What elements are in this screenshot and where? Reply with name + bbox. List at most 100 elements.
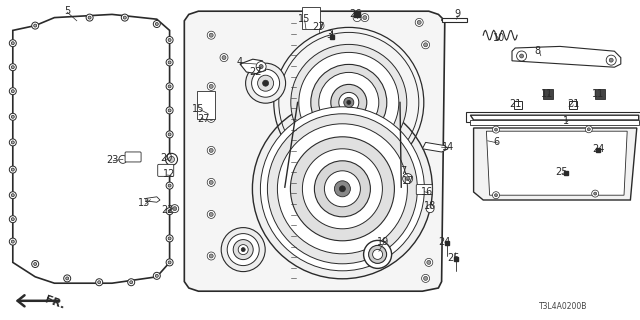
Circle shape (493, 126, 499, 133)
Circle shape (10, 113, 16, 120)
Polygon shape (184, 11, 445, 291)
Circle shape (495, 194, 497, 197)
Circle shape (168, 38, 171, 42)
Circle shape (168, 261, 171, 264)
FancyBboxPatch shape (515, 101, 522, 109)
Circle shape (166, 36, 173, 44)
Circle shape (209, 33, 213, 37)
Circle shape (209, 212, 213, 216)
Circle shape (209, 180, 213, 184)
Circle shape (10, 40, 16, 47)
Circle shape (64, 275, 70, 282)
Circle shape (130, 281, 132, 284)
Circle shape (166, 235, 173, 242)
Circle shape (331, 84, 367, 120)
Text: 15: 15 (298, 14, 310, 24)
Text: 15: 15 (192, 104, 205, 114)
Circle shape (520, 54, 524, 58)
Circle shape (168, 109, 171, 112)
Text: 20: 20 (160, 153, 173, 164)
Text: 19: 19 (376, 236, 389, 247)
Text: 1: 1 (563, 116, 570, 126)
Text: 22: 22 (161, 204, 174, 215)
Circle shape (166, 59, 173, 66)
Circle shape (166, 259, 173, 266)
Polygon shape (486, 131, 627, 195)
Circle shape (156, 22, 158, 26)
Circle shape (12, 194, 14, 197)
Circle shape (168, 156, 175, 162)
Circle shape (10, 238, 16, 245)
Circle shape (207, 82, 215, 90)
Circle shape (252, 99, 433, 279)
Circle shape (364, 240, 392, 268)
Text: 13: 13 (138, 198, 150, 208)
Circle shape (12, 168, 14, 171)
Text: 11: 11 (592, 89, 605, 100)
Circle shape (318, 24, 322, 28)
Circle shape (166, 83, 173, 90)
Polygon shape (466, 112, 640, 122)
Circle shape (256, 61, 266, 72)
Text: 3: 3 (326, 30, 333, 40)
Polygon shape (146, 197, 160, 202)
Circle shape (207, 31, 215, 39)
Circle shape (166, 156, 173, 164)
Circle shape (12, 90, 14, 93)
Circle shape (303, 149, 383, 229)
Text: 25: 25 (555, 167, 568, 177)
Circle shape (32, 22, 38, 29)
Circle shape (347, 100, 351, 104)
Text: 9: 9 (454, 9, 461, 20)
Circle shape (426, 205, 434, 213)
Circle shape (124, 16, 126, 19)
Circle shape (209, 148, 213, 152)
Polygon shape (442, 18, 467, 22)
Circle shape (168, 210, 171, 213)
Circle shape (119, 156, 127, 163)
Circle shape (168, 237, 171, 240)
FancyBboxPatch shape (595, 89, 605, 99)
Polygon shape (512, 46, 621, 67)
Circle shape (12, 141, 14, 144)
Circle shape (166, 182, 173, 189)
Text: 7: 7 (400, 166, 406, 176)
Circle shape (220, 53, 228, 61)
Circle shape (156, 274, 158, 277)
Circle shape (606, 55, 616, 65)
Text: 10: 10 (493, 33, 506, 44)
Circle shape (171, 205, 179, 213)
Circle shape (86, 14, 93, 21)
Circle shape (291, 137, 394, 241)
Circle shape (516, 51, 527, 61)
Circle shape (238, 244, 248, 255)
Circle shape (588, 128, 590, 131)
Circle shape (422, 41, 429, 49)
Circle shape (10, 216, 16, 223)
Circle shape (66, 277, 68, 280)
Circle shape (207, 146, 215, 154)
Circle shape (277, 124, 408, 254)
Circle shape (168, 158, 171, 162)
Circle shape (166, 208, 173, 215)
Circle shape (427, 260, 431, 264)
Text: 17: 17 (402, 176, 415, 186)
FancyBboxPatch shape (125, 152, 141, 162)
Text: 24: 24 (592, 144, 605, 154)
Text: 26: 26 (349, 9, 362, 20)
Circle shape (260, 107, 424, 271)
Text: T3L4A0200B: T3L4A0200B (539, 302, 588, 311)
Polygon shape (422, 142, 448, 152)
Circle shape (173, 207, 177, 211)
Circle shape (207, 252, 215, 260)
Circle shape (314, 161, 371, 217)
Text: 23: 23 (106, 155, 118, 165)
Circle shape (10, 139, 16, 146)
Circle shape (166, 153, 177, 165)
Circle shape (257, 75, 274, 91)
Text: 12: 12 (163, 169, 176, 180)
Circle shape (291, 44, 407, 160)
Text: 8: 8 (534, 46, 541, 56)
FancyBboxPatch shape (302, 7, 320, 29)
Circle shape (339, 186, 346, 192)
